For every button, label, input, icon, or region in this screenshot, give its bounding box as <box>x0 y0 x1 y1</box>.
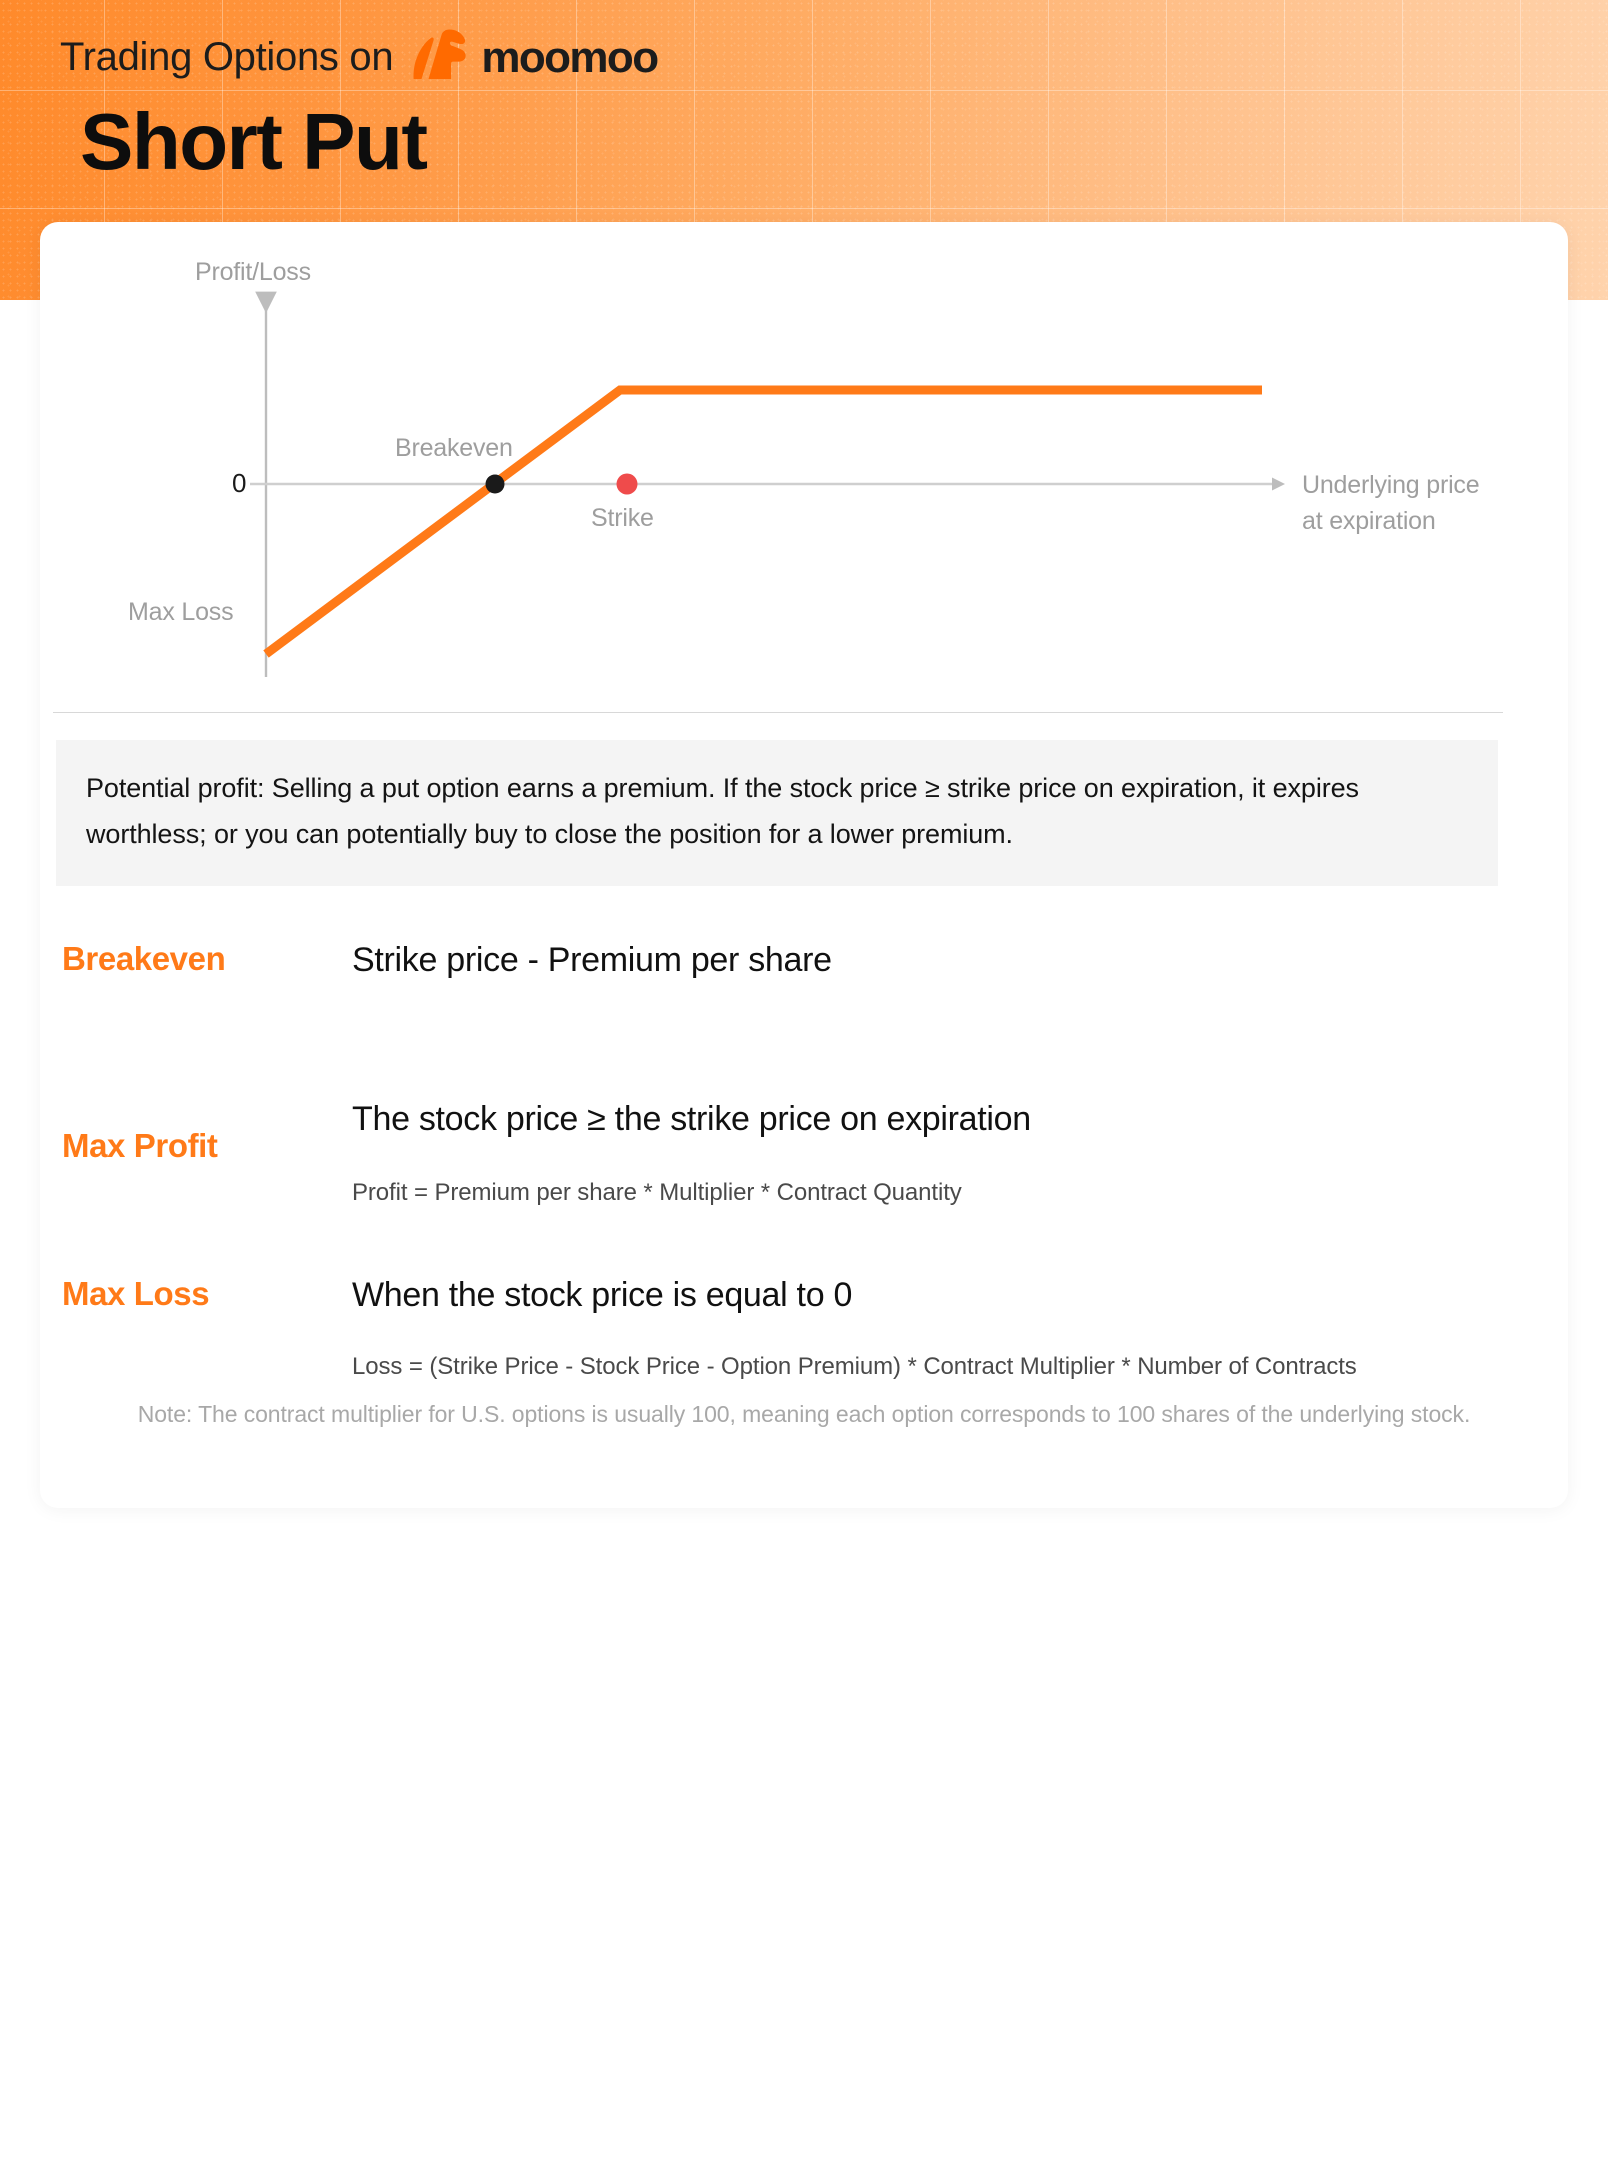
callout-box: Potential profit: Selling a put option e… <box>56 740 1498 886</box>
row-label-breakeven: Breakeven <box>62 940 226 977</box>
definitions-list: Breakeven Strike price - Premium per sha… <box>62 937 1502 1384</box>
moomoo-wordmark: moomoo <box>481 33 659 82</box>
definition-row-breakeven: Breakeven Strike price - Premium per sha… <box>62 937 1502 984</box>
footer-note: Note: The contract multiplier for U.S. o… <box>137 1401 1471 1427</box>
payoff-chart: Profit/Loss 0 Breakeven Strike Max Loss … <box>40 222 1568 712</box>
row-sub-max-loss: Loss = (Strike Price - Stock Price - Opt… <box>352 1352 1357 1380</box>
page-title: Short Put <box>80 97 428 186</box>
chart-divider <box>53 712 1503 713</box>
row-main-max-loss: When the stock price is equal to 0 <box>352 1275 853 1314</box>
moomoo-bull-icon <box>411 29 473 86</box>
row-body-max-profit: The stock price ≥ the strike price on ex… <box>352 1096 1502 1210</box>
definition-row-max-loss: Max Loss When the stock price is equal t… <box>62 1272 1502 1384</box>
chart-strike-label: Strike <box>591 504 654 532</box>
chart-breakeven-label: Breakeven <box>395 434 513 462</box>
callout-text: Potential profit: Selling a put option e… <box>86 773 1359 849</box>
row-sub-max-profit: Profit = Premium per share * Multiplier … <box>352 1178 962 1206</box>
eyebrow-text: Trading Options on <box>60 34 394 79</box>
chart-x-axis-label: Underlying price at expiration <box>1302 468 1480 539</box>
row-main-breakeven: Strike price - Premium per share <box>352 941 832 979</box>
chart-x-axis-label-line1: Underlying price <box>1302 471 1480 499</box>
row-label-max-loss: Max Loss <box>62 1274 210 1312</box>
row-body-max-loss: When the stock price is equal to 0 Loss … <box>352 1272 1502 1384</box>
chart-zero-label: 0 <box>232 468 247 498</box>
row-body-breakeven: Strike price - Premium per share <box>352 937 1502 984</box>
chart-y-axis-label: Profit/Loss <box>195 258 311 286</box>
chart-x-axis-label-line2: at expiration <box>1302 506 1436 535</box>
row-main-max-profit: The stock price ≥ the strike price on ex… <box>352 1099 1031 1138</box>
chart-max-loss-label: Max Loss <box>128 598 234 626</box>
moomoo-logo: moomoo <box>411 29 659 86</box>
brand-line: Trading Options on moomoo <box>60 29 659 86</box>
content-card: Profit/Loss 0 Breakeven Strike Max Loss … <box>40 222 1568 1508</box>
row-label-max-profit: Max Profit <box>62 1126 218 1164</box>
definition-row-max-profit: Max Profit The stock price ≥ the strike … <box>62 1096 1502 1210</box>
